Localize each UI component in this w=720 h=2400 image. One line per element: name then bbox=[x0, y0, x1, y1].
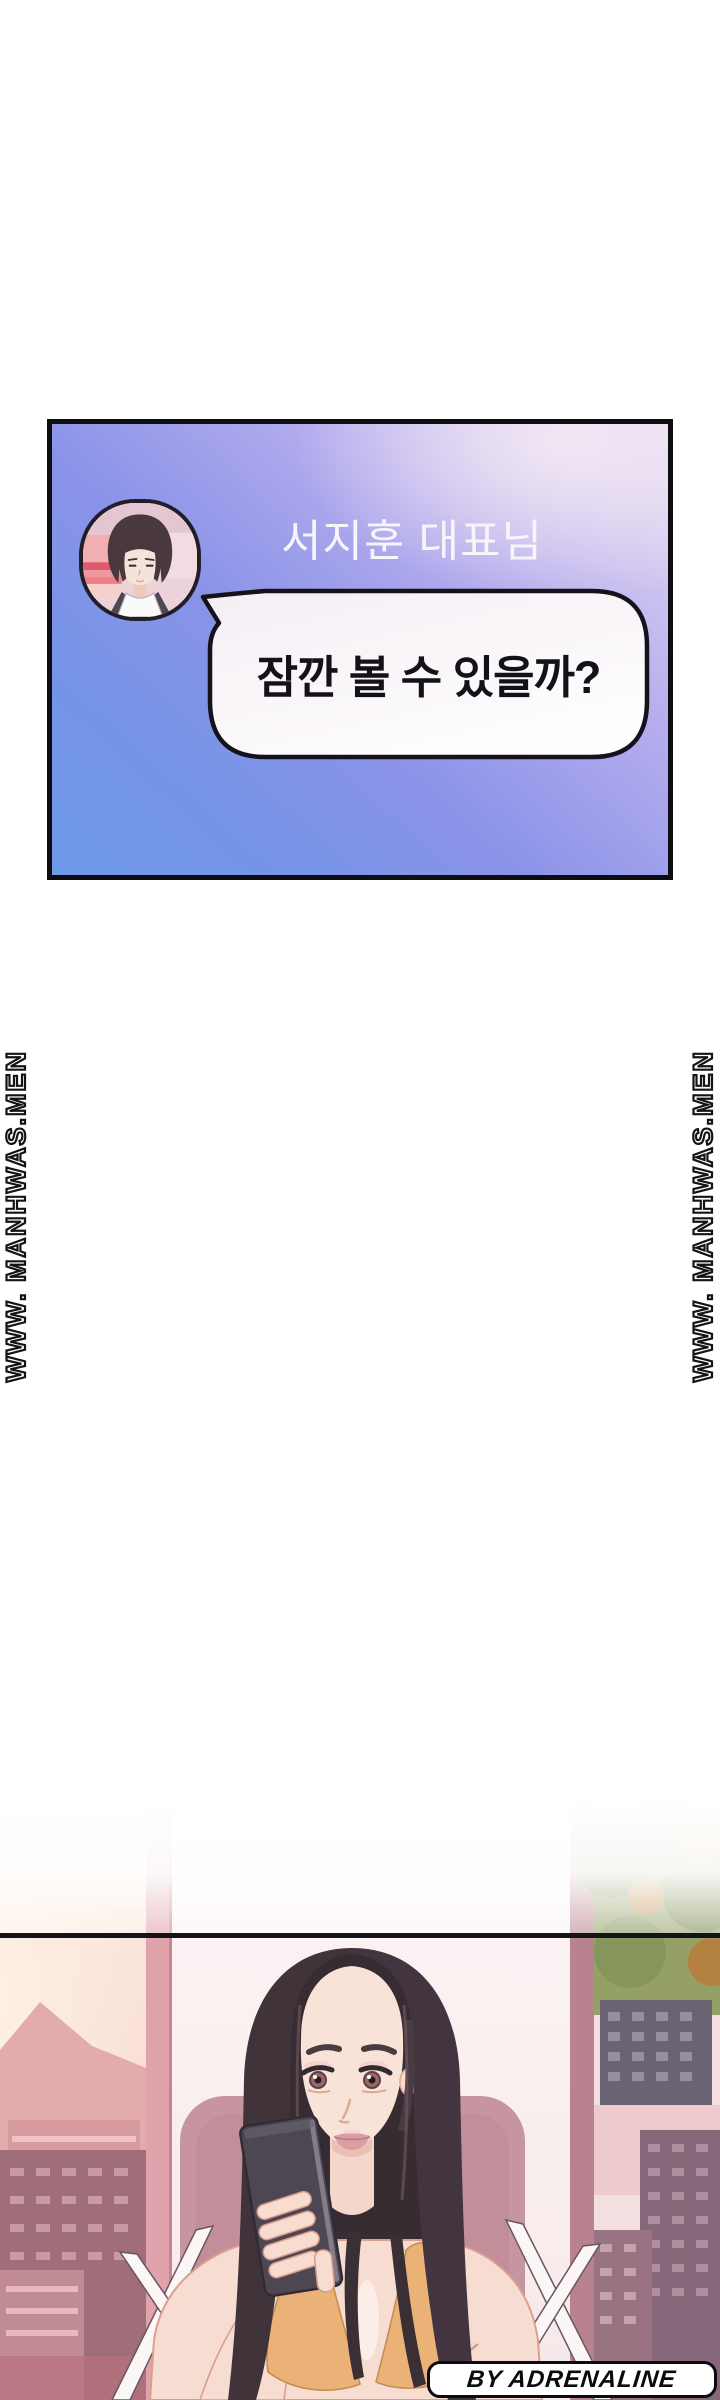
watermark-right: WWW. MANHWAS.MEN bbox=[687, 1049, 719, 1383]
speech-bubble-text: 잠깐 볼 수 있을까? bbox=[256, 651, 602, 703]
sender-name: 서지훈 대표님 bbox=[280, 517, 544, 566]
speech-bubble-shape bbox=[200, 588, 650, 760]
artwork-scene bbox=[0, 1800, 720, 2400]
watermark-left: WWW. MANHWAS.MEN bbox=[0, 1049, 32, 1383]
woman bbox=[148, 1948, 544, 2400]
hand bbox=[256, 2190, 336, 2293]
artwork-illustration bbox=[0, 1800, 720, 2400]
man-portrait-icon bbox=[83, 503, 197, 617]
speech-bubble bbox=[200, 588, 650, 760]
top-fade bbox=[0, 1800, 720, 1933]
credit-label: BY ADRENALINE bbox=[466, 2365, 678, 2393]
credit-badge: BY ADRENALINE bbox=[427, 2361, 717, 2398]
panel-divider bbox=[0, 1933, 720, 1938]
sender-avatar bbox=[79, 499, 201, 621]
